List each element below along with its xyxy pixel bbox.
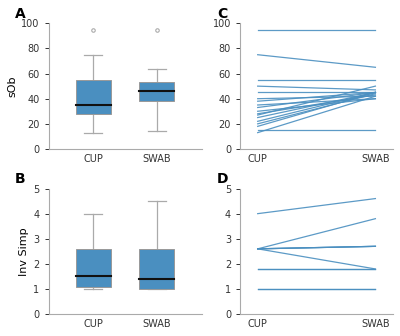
- Y-axis label: Inv Simp: Inv Simp: [19, 227, 29, 276]
- Text: B: B: [15, 172, 26, 186]
- Text: A: A: [15, 7, 26, 21]
- Y-axis label: sOb: sOb: [7, 75, 17, 97]
- Bar: [139, 249, 174, 289]
- Bar: [76, 80, 111, 114]
- Text: D: D: [217, 172, 228, 186]
- Text: C: C: [217, 7, 227, 21]
- Bar: [139, 82, 174, 101]
- Bar: [76, 249, 111, 287]
